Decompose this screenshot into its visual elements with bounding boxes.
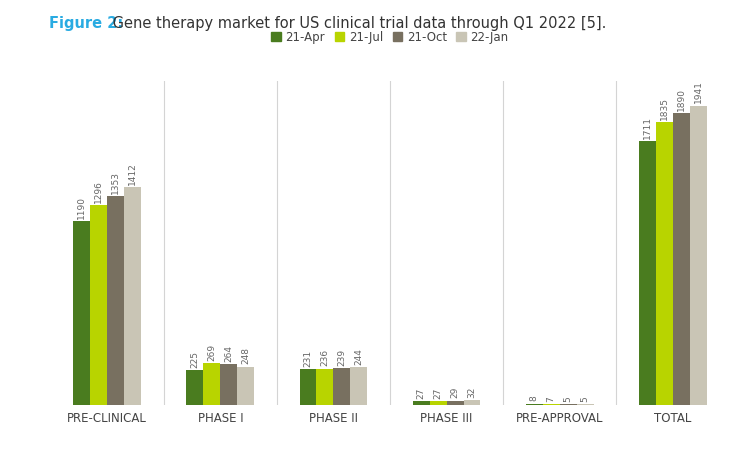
Text: 1353: 1353 xyxy=(111,171,120,194)
Bar xyxy=(446,400,464,405)
Text: 269: 269 xyxy=(207,344,216,361)
Text: 236: 236 xyxy=(320,349,329,366)
Text: 5: 5 xyxy=(580,396,590,402)
Bar xyxy=(220,364,237,405)
Text: 1941: 1941 xyxy=(694,81,703,103)
Bar xyxy=(639,141,656,405)
Bar xyxy=(237,367,254,405)
Text: 7: 7 xyxy=(547,396,556,401)
Text: 248: 248 xyxy=(242,347,250,365)
Text: 1190: 1190 xyxy=(77,196,86,219)
Bar xyxy=(187,370,203,405)
Text: 29: 29 xyxy=(451,387,460,398)
Bar xyxy=(673,113,690,405)
Bar xyxy=(334,368,350,405)
Bar xyxy=(577,404,593,405)
Legend: 21-Apr, 21-Jul, 21-Oct, 22-Jan: 21-Apr, 21-Jul, 21-Oct, 22-Jan xyxy=(269,29,511,46)
Bar xyxy=(413,401,430,405)
Bar xyxy=(316,369,334,405)
Text: 27: 27 xyxy=(416,387,425,399)
Text: 225: 225 xyxy=(190,351,200,368)
Text: 8: 8 xyxy=(530,396,538,401)
Text: 1890: 1890 xyxy=(676,88,686,111)
Bar xyxy=(430,401,446,405)
Text: 5: 5 xyxy=(564,396,573,402)
Text: 27: 27 xyxy=(433,387,442,399)
Text: 231: 231 xyxy=(304,350,313,367)
Bar xyxy=(560,404,577,405)
Text: Gene therapy market for US clinical trial data through Q1 2022 [5].: Gene therapy market for US clinical tria… xyxy=(108,16,606,31)
Bar xyxy=(74,221,90,405)
Text: 1711: 1711 xyxy=(643,116,652,139)
Text: 239: 239 xyxy=(338,349,346,366)
Text: 1835: 1835 xyxy=(660,97,669,120)
Bar xyxy=(543,404,560,405)
Bar xyxy=(107,196,124,405)
Bar xyxy=(690,106,706,405)
Bar xyxy=(90,205,107,405)
Text: 1412: 1412 xyxy=(128,162,137,185)
Bar xyxy=(299,369,316,405)
Bar xyxy=(464,400,481,405)
Text: 1296: 1296 xyxy=(94,180,104,203)
Bar xyxy=(526,404,543,405)
Text: 32: 32 xyxy=(467,387,476,398)
Bar xyxy=(124,187,141,405)
Text: Figure 2:: Figure 2: xyxy=(49,16,123,31)
Bar xyxy=(203,364,220,405)
Bar xyxy=(656,122,673,405)
Bar xyxy=(350,367,368,405)
Text: 244: 244 xyxy=(355,348,364,365)
Text: 264: 264 xyxy=(224,345,233,362)
